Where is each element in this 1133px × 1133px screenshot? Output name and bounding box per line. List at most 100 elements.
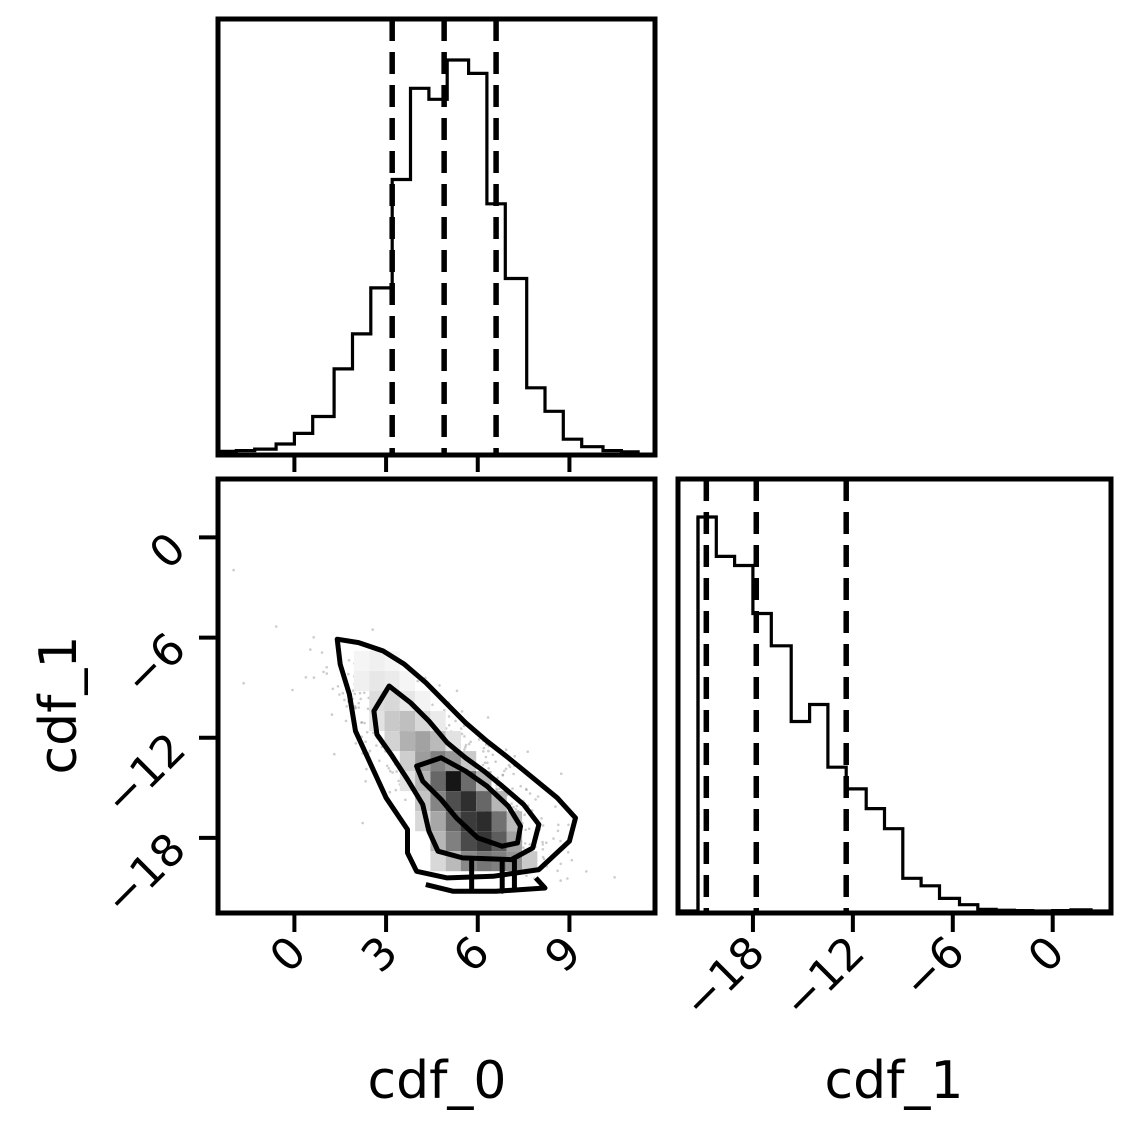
- scatter-point: [330, 713, 334, 716]
- density-cell-6: [399, 671, 416, 691]
- scatter-point: [325, 666, 329, 669]
- scatter-point: [491, 753, 495, 757]
- scatter-point: [541, 843, 545, 846]
- density-cell-17: [399, 731, 416, 752]
- scatter-point: [534, 798, 537, 801]
- density-cell-13: [399, 711, 416, 731]
- scatter-y-ticks: 0 −6 −12−18: [94, 523, 218, 925]
- scatter-point: [477, 738, 481, 741]
- scatter-y-tick-label-2: −12: [94, 723, 196, 825]
- scatter-point: [512, 772, 515, 776]
- scatter-point: [460, 710, 464, 713]
- scatter-point: [487, 749, 490, 753]
- scatter-y-tick-label-0: 0: [140, 523, 196, 579]
- scatter-point: [333, 752, 336, 756]
- hist-cdf-1-steps: [678, 515, 1110, 913]
- scatter-point: [527, 827, 531, 830]
- density-cell-4: [369, 671, 385, 691]
- contour-level-0: [334, 636, 578, 881]
- scatter-point: [325, 672, 329, 675]
- scatter-point: [358, 691, 362, 695]
- scatter-point: [463, 748, 466, 751]
- scatter-point: [487, 767, 491, 770]
- scatter-point: [331, 687, 335, 691]
- density-cell-3: [354, 671, 370, 691]
- density-cell-18: [415, 731, 431, 752]
- scatter-point: [567, 823, 570, 827]
- scatter-point: [389, 769, 392, 773]
- density-cell-46: [445, 831, 461, 852]
- scatter-point: [559, 862, 562, 866]
- scatter-point: [540, 817, 543, 820]
- scatter-point: [528, 792, 532, 795]
- density-cell-16: [384, 731, 400, 752]
- scatter-point: [347, 672, 350, 676]
- scatter-point: [459, 727, 463, 730]
- scatter-point: [556, 869, 559, 873]
- scatter-point: [388, 790, 392, 794]
- hist-cdf-1-quantile-lines: [703, 479, 849, 913]
- scatter-point: [495, 788, 499, 792]
- scatter-point: [541, 848, 545, 851]
- scatter-point: [365, 730, 369, 734]
- scatter-x-label: cdf_0: [368, 1051, 507, 1111]
- hist-cdf-1-frame: [675, 476, 1114, 916]
- scatter-point: [447, 715, 451, 718]
- scatter-point: [354, 706, 357, 709]
- scatter-x-tick-label-1: 3: [352, 927, 408, 983]
- scatter-point: [522, 846, 525, 849]
- scatter-point: [336, 685, 340, 688]
- scatter-point: [322, 670, 325, 674]
- scatter-point: [397, 779, 400, 783]
- scatter-point: [507, 763, 511, 767]
- scatter-point: [454, 719, 457, 723]
- scatter-point: [364, 780, 368, 783]
- scatter-point: [513, 754, 516, 758]
- hist-cdf-0-quantile-lines: [389, 19, 499, 455]
- scatter-point: [447, 723, 451, 727]
- scatter-point: [372, 731, 375, 735]
- scatter-point: [481, 763, 485, 767]
- scatter-point: [613, 876, 616, 879]
- density-cell-8: [384, 691, 400, 711]
- density-cell-42: [476, 811, 492, 832]
- scatter-point: [552, 837, 555, 840]
- hist-cdf-1-tick-label-3: 0: [1019, 927, 1075, 983]
- scatter-point: [486, 716, 490, 719]
- scatter-point: [368, 749, 372, 753]
- scatter-point: [431, 703, 434, 707]
- scatter-point: [357, 706, 361, 709]
- scatter-point: [504, 767, 508, 771]
- hist-cdf-1-tick-label-1: −12: [773, 927, 875, 1029]
- scatter-point: [523, 842, 527, 845]
- scatter-point: [510, 802, 513, 805]
- scatter-point: [496, 776, 499, 780]
- density-cell-51: [430, 851, 446, 872]
- scatter-point: [557, 823, 560, 827]
- scatter-point: [385, 764, 389, 768]
- scatter-point: [361, 821, 365, 825]
- scatter-point: [363, 691, 366, 695]
- scatter-x-tick-label-2: 6: [444, 927, 500, 983]
- scatter-point: [464, 745, 467, 749]
- scatter-point: [570, 858, 574, 862]
- density-cell-1: [369, 650, 385, 671]
- scatter-point: [545, 841, 548, 844]
- scatter-y-tick-label-1: −6: [114, 623, 196, 705]
- scatter-point: [464, 743, 468, 747]
- scatter-point: [375, 744, 378, 747]
- scatter-point: [541, 840, 544, 844]
- density-cell-36: [476, 791, 492, 812]
- scatter-point: [541, 824, 545, 827]
- hist-cdf-0-frame: [215, 16, 658, 458]
- scatter-point: [515, 804, 519, 808]
- scatter-point: [525, 874, 528, 878]
- scatter-point: [524, 828, 527, 832]
- scatter-point: [585, 870, 588, 873]
- scatter-point: [395, 770, 398, 773]
- density-cell-39: [430, 811, 446, 832]
- scatter-point: [394, 788, 398, 792]
